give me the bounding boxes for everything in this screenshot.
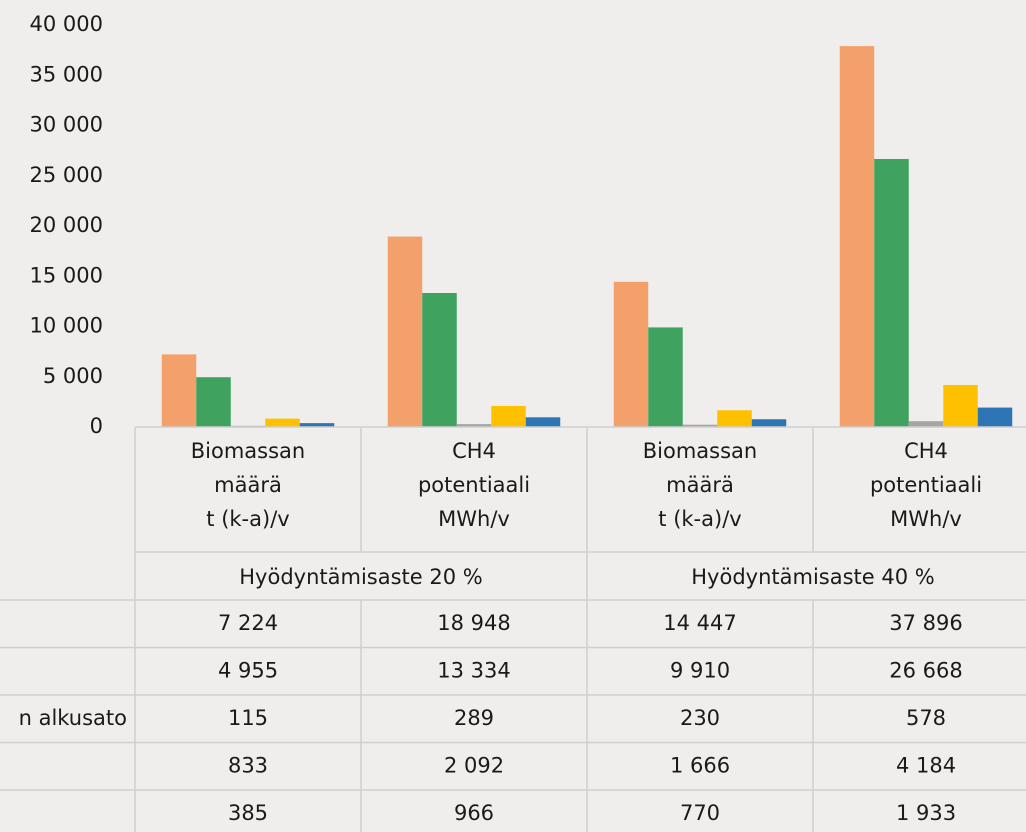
- y-tick-label: 25 000: [30, 163, 103, 187]
- data-table-value: 1 666: [670, 753, 730, 777]
- y-tick-label: 35 000: [30, 62, 103, 86]
- data-table-value: 770: [680, 801, 720, 825]
- bar: [196, 377, 231, 427]
- legend-label: n alkusato: [19, 706, 127, 730]
- bar: [161, 354, 197, 427]
- bar: [648, 327, 683, 427]
- x-tick-label: Biomassan: [643, 439, 757, 463]
- bar: [943, 384, 978, 427]
- data-table-value: 966: [454, 801, 494, 825]
- bar: [874, 158, 909, 427]
- x-tick-label: t (k-a)/v: [206, 507, 289, 531]
- x-tick-label: määrä: [214, 473, 282, 497]
- data-table-value: 26 668: [889, 658, 962, 682]
- bar: [422, 292, 457, 427]
- bar: [613, 281, 649, 427]
- bar: [525, 417, 561, 427]
- y-tick-label: 5 000: [43, 364, 103, 388]
- y-tick-label: 40 000: [30, 12, 103, 36]
- bar: [265, 418, 300, 427]
- x-tick-label: potentiaali: [870, 473, 982, 497]
- bar: [682, 424, 718, 427]
- group-label: Hyödyntämisaste 40 %: [691, 565, 934, 589]
- bar: [299, 423, 335, 427]
- y-tick-label: 0: [90, 414, 103, 438]
- y-tick-label: 15 000: [30, 263, 103, 287]
- bar: [456, 424, 492, 427]
- x-tick-label: Biomassan: [191, 439, 305, 463]
- x-tick-label: CH4: [904, 439, 948, 463]
- data-table-value: 115: [228, 706, 268, 730]
- bar: [387, 236, 423, 427]
- y-tick-label: 10 000: [30, 314, 103, 338]
- x-tick-label: potentiaali: [418, 473, 530, 497]
- data-table-value: 1 933: [896, 801, 956, 825]
- x-tick-label: MWh/v: [890, 507, 962, 531]
- bar: [977, 407, 1013, 427]
- data-table-value: 37 896: [889, 611, 962, 635]
- x-tick-label: määrä: [666, 473, 734, 497]
- bar: [717, 410, 752, 427]
- group-label: Hyödyntämisaste 20 %: [239, 565, 482, 589]
- data-table-value: 2 092: [444, 753, 504, 777]
- data-table-value: 7 224: [218, 611, 278, 635]
- data-table-value: 4 184: [896, 753, 956, 777]
- bar: [908, 421, 944, 427]
- data-table-value: 9 910: [670, 658, 730, 682]
- data-table-value: 13 334: [437, 658, 510, 682]
- data-table-value: 4 955: [218, 658, 278, 682]
- data-table-value: 385: [228, 801, 268, 825]
- bar: [491, 405, 526, 427]
- y-tick-label: 30 000: [30, 113, 103, 137]
- data-table-value: 18 948: [437, 611, 510, 635]
- x-tick-label: t (k-a)/v: [658, 507, 741, 531]
- x-tick-label: CH4: [452, 439, 496, 463]
- y-tick-label: 20 000: [30, 213, 103, 237]
- data-table-value: 289: [454, 706, 494, 730]
- bar: [839, 46, 875, 427]
- data-table-value: 833: [228, 753, 268, 777]
- data-table-value: 230: [680, 706, 720, 730]
- data-table-value: 578: [906, 706, 946, 730]
- data-table-value: 14 447: [663, 611, 736, 635]
- bar: [751, 419, 787, 427]
- x-tick-label: MWh/v: [438, 507, 510, 531]
